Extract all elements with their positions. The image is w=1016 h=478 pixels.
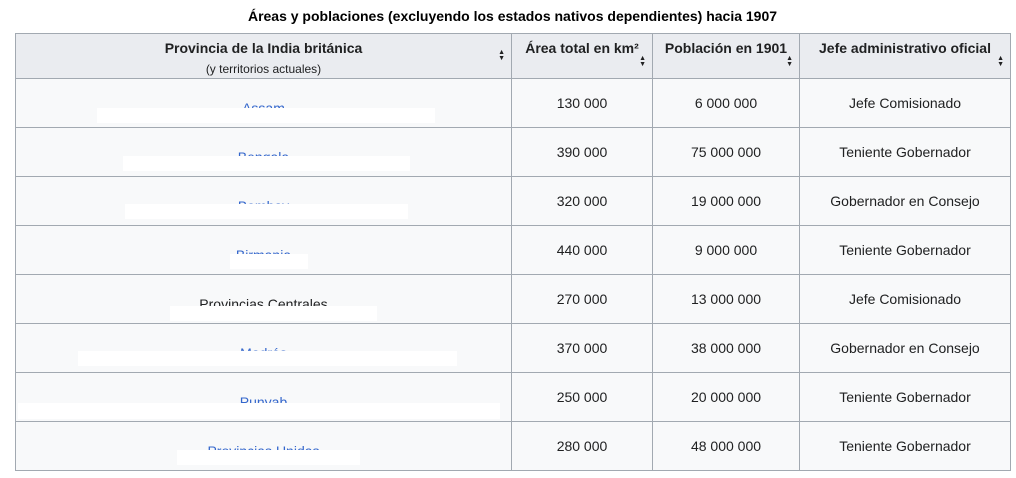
redacted-territories xyxy=(97,108,435,123)
column-header-label: Provincia de la India británica xyxy=(164,40,363,56)
area-cell: 270 000 xyxy=(511,274,653,324)
table-row: Bombay 320 000 19 000 000 Gobernador en … xyxy=(15,176,1011,226)
table-title: Áreas y poblaciones (excluyendo los esta… xyxy=(247,8,778,24)
province-cell: Bombay xyxy=(15,176,512,226)
table-row: Provincias Unidas 280 000 48 000 000 Ten… xyxy=(15,421,1011,471)
table-row: Punyab 250 000 20 000 000 Teniente Gober… xyxy=(15,372,1011,422)
table-row: Bengala 390 000 75 000 000 Teniente Gobe… xyxy=(15,127,1011,177)
chief-cell: Teniente Gobernador xyxy=(799,421,1011,471)
province-cell: Madrás xyxy=(15,323,512,373)
sort-desc-icon: ▼ xyxy=(786,61,793,68)
table-row: Provincias Centrales 270 000 13 000 000 … xyxy=(15,274,1011,324)
header-row: Provincia de la India británica (y terri… xyxy=(15,33,1011,79)
column-header-jefe[interactable]: Jefe administrativo oficial ▲ ▼ xyxy=(799,33,1011,79)
column-header-label: Población en 1901 xyxy=(664,40,788,56)
redacted-territories xyxy=(18,403,500,419)
sort-icon[interactable]: ▲ ▼ xyxy=(639,55,646,68)
column-header-poblacion[interactable]: Población en 1901 ▲ ▼ xyxy=(652,33,800,79)
area-cell: 440 000 xyxy=(511,225,653,275)
sort-asc-icon: ▲ xyxy=(639,55,646,62)
column-header-label: Jefe administrativo oficial xyxy=(819,40,991,56)
sort-asc-icon: ▲ xyxy=(997,55,1004,62)
area-cell: 280 000 xyxy=(511,421,653,471)
area-cell: 130 000 xyxy=(511,78,653,128)
province-cell: Birmania xyxy=(15,225,512,275)
population-cell: 6 000 000 xyxy=(652,78,800,128)
sort-icon[interactable]: ▲ ▼ xyxy=(997,55,1004,68)
population-cell: 20 000 000 xyxy=(652,372,800,422)
chief-cell: Gobernador en Consejo xyxy=(799,323,1011,373)
area-cell: 250 000 xyxy=(511,372,653,422)
sort-desc-icon: ▼ xyxy=(639,61,646,68)
sort-icon[interactable]: ▲ ▼ xyxy=(786,55,793,68)
sort-desc-icon: ▼ xyxy=(997,61,1004,68)
province-cell: Bengala xyxy=(15,127,512,177)
column-header-sublabel: (y territorios actuales) xyxy=(205,62,322,76)
province-cell: Provincias Unidas xyxy=(15,421,512,471)
sort-asc-icon: ▲ xyxy=(786,55,793,62)
province-cell: Assam xyxy=(15,78,512,128)
table-row: Birmania 440 000 9 000 000 Teniente Gobe… xyxy=(15,225,1011,275)
sort-icon[interactable]: ▲ ▼ xyxy=(498,49,505,62)
provinces-table: Provincia de la India británica (y terri… xyxy=(15,33,1011,471)
chief-cell: Teniente Gobernador xyxy=(799,372,1011,422)
table-row: Assam 130 000 6 000 000 Jefe Comisionado xyxy=(15,78,1011,128)
column-header-area[interactable]: Área total en km² ▲ ▼ xyxy=(511,33,653,79)
population-cell: 38 000 000 xyxy=(652,323,800,373)
redacted-territories xyxy=(177,450,360,465)
redacted-territories xyxy=(230,254,308,269)
area-cell: 390 000 xyxy=(511,127,653,177)
province-cell: Punyab xyxy=(15,372,512,422)
province-cell: Provincias Centrales xyxy=(15,274,512,324)
sort-desc-icon: ▼ xyxy=(498,55,505,62)
redacted-territories xyxy=(170,306,377,321)
area-cell: 320 000 xyxy=(511,176,653,226)
population-cell: 48 000 000 xyxy=(652,421,800,471)
column-header-provincia[interactable]: Provincia de la India británica (y terri… xyxy=(15,33,512,79)
redacted-territories xyxy=(78,351,457,366)
chief-cell: Teniente Gobernador xyxy=(799,225,1011,275)
column-header-label: Área total en km² xyxy=(525,40,639,56)
chief-cell: Jefe Comisionado xyxy=(799,274,1011,324)
sort-asc-icon: ▲ xyxy=(498,49,505,56)
chief-cell: Teniente Gobernador xyxy=(799,127,1011,177)
chief-cell: Gobernador en Consejo xyxy=(799,176,1011,226)
population-cell: 19 000 000 xyxy=(652,176,800,226)
area-cell: 370 000 xyxy=(511,323,653,373)
table-row: Madrás 370 000 38 000 000 Gobernador en … xyxy=(15,323,1011,373)
population-cell: 75 000 000 xyxy=(652,127,800,177)
chief-cell: Jefe Comisionado xyxy=(799,78,1011,128)
redacted-territories xyxy=(123,156,410,171)
redacted-territories xyxy=(125,204,408,219)
population-cell: 9 000 000 xyxy=(652,225,800,275)
population-cell: 13 000 000 xyxy=(652,274,800,324)
